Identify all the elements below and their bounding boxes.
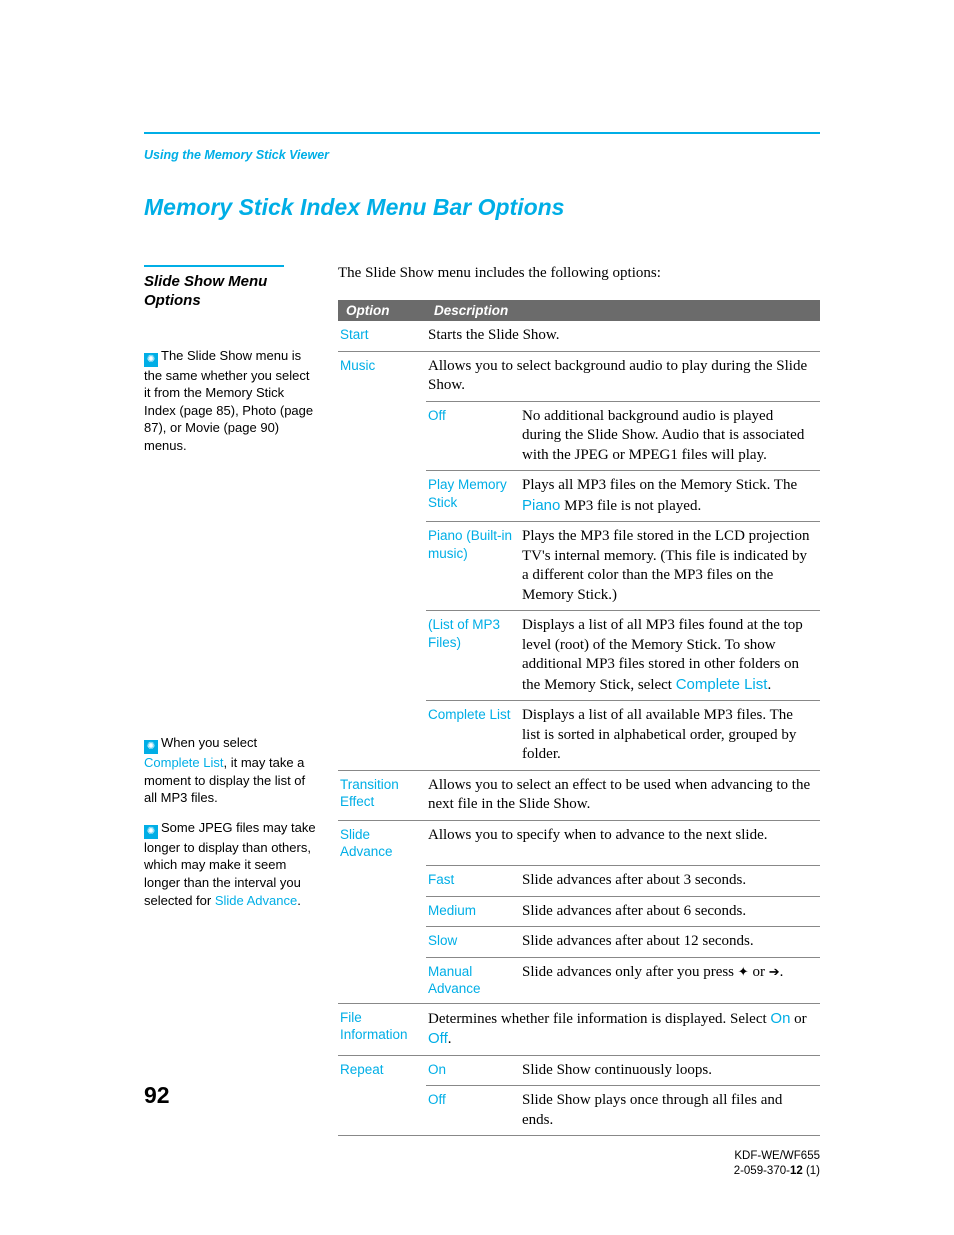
footer-line1: KDF-WE/WF655 — [734, 1149, 820, 1164]
cell-repeat-off-desc: Slide Show plays once through all files … — [520, 1086, 820, 1136]
row-slideadv-slow: Slow Slide advances after about 12 secon… — [338, 927, 820, 958]
note-3-link: Slide Advance — [215, 893, 297, 908]
cell-slideadv-manual-label: Manual Advance — [426, 957, 520, 1003]
cell-music-label: Music — [338, 351, 426, 401]
cell-music-pms-label: Play Memory Stick — [426, 471, 520, 522]
row-fileinfo: File Information Determines whether file… — [338, 1003, 820, 1055]
cell-transition-desc: Allows you to select an effect to be use… — [426, 770, 820, 820]
cell-start-label: Start — [338, 321, 426, 351]
cell-music-list-desc: Displays a list of all MP3 files found a… — [520, 611, 820, 701]
row-music-complete: Complete List Displays a list of all ava… — [338, 701, 820, 771]
main-content: The Slide Show menu includes the followi… — [338, 265, 820, 1136]
row-slideadv-medium: Medium Slide advances after about 6 seco… — [338, 896, 820, 927]
cell-repeat-on-label: On — [426, 1055, 520, 1086]
row-repeat-on: Repeat On Slide Show continuously loops. — [338, 1055, 820, 1086]
cell-music-piano-desc: Plays the MP3 file stored in the LCD pro… — [520, 522, 820, 611]
row-slideadv-manual: Manual Advance Slide advances only after… — [338, 957, 820, 1003]
breadcrumb: Using the Memory Stick Viewer — [144, 148, 820, 162]
footer-line2: 2-059-370-12 (1) — [734, 1164, 820, 1179]
cell-repeat-label: Repeat — [338, 1055, 426, 1086]
cell-music-desc: Allows you to select background audio to… — [426, 351, 820, 401]
cell-slideadv-slow-label: Slow — [426, 927, 520, 958]
cell-repeat-off-label: Off — [426, 1086, 520, 1136]
th-description: Description — [426, 300, 820, 321]
cell-slideadv-fast-label: Fast — [426, 866, 520, 897]
cell-music-list-label: (List of MP3 Files) — [426, 611, 520, 701]
th-option: Option — [338, 300, 426, 321]
arrow-left-icon: ✦ — [738, 964, 749, 979]
note-2-pre: When you select — [161, 735, 257, 750]
top-rule — [144, 132, 820, 134]
cell-repeat-on-desc: Slide Show continuously loops. — [520, 1055, 820, 1086]
row-music-piano: Piano (Built-in music) Plays the MP3 fil… — [338, 522, 820, 611]
cell-start-desc: Starts the Slide Show. — [426, 321, 820, 351]
tip-icon: ✺ — [144, 825, 158, 839]
cell-slideadv-fast-desc: Slide advances after about 3 seconds. — [520, 866, 820, 897]
intro-text: The Slide Show menu includes the followi… — [338, 265, 820, 282]
cell-music-pms-desc: Plays all MP3 files on the Memory Stick.… — [520, 471, 820, 522]
sidebar-heading: Slide Show Menu Options — [144, 273, 316, 311]
cell-music-off-label: Off — [426, 401, 520, 471]
page-number: 92 — [144, 1082, 170, 1109]
row-slideadv-fast: Fast Slide advances after about 3 second… — [338, 866, 820, 897]
row-slideadv: Slide Advance Allows you to specify when… — [338, 820, 820, 866]
sidebar-rule — [144, 265, 284, 267]
cell-slideadv-slow-desc: Slide advances after about 12 seconds. — [520, 927, 820, 958]
cell-transition-label: Transition Effect — [338, 770, 426, 820]
footer: KDF-WE/WF655 2-059-370-12 (1) — [734, 1149, 820, 1179]
row-transition: Transition Effect Allows you to select a… — [338, 770, 820, 820]
page-title: Memory Stick Index Menu Bar Options — [144, 194, 820, 221]
cell-slideadv-label: Slide Advance — [338, 820, 426, 866]
cell-fileinfo-label: File Information — [338, 1003, 426, 1055]
note-1: ✺The Slide Show menu is the same whether… — [144, 347, 316, 455]
row-music-off: Off No additional background audio is pl… — [338, 401, 820, 471]
cell-music-complete-label: Complete List — [426, 701, 520, 771]
note-3-post: . — [297, 893, 301, 908]
note-1-text: The Slide Show menu is the same whether … — [144, 348, 313, 453]
row-music-list: (List of MP3 Files) Displays a list of a… — [338, 611, 820, 701]
cell-music-off-desc: No additional background audio is played… — [520, 401, 820, 471]
cell-fileinfo-desc: Determines whether file information is d… — [426, 1003, 820, 1055]
cell-music-complete-desc: Displays a list of all available MP3 fil… — [520, 701, 820, 771]
cell-music-piano-label: Piano (Built-in music) — [426, 522, 520, 611]
tip-icon: ✺ — [144, 740, 158, 754]
row-music: Music Allows you to select background au… — [338, 351, 820, 401]
row-start: Start Starts the Slide Show. — [338, 321, 820, 351]
cell-slideadv-medium-label: Medium — [426, 896, 520, 927]
note-2-link: Complete List — [144, 755, 223, 770]
cell-slideadv-manual-desc: Slide advances only after you press ✦ or… — [520, 957, 820, 1003]
note-2: ✺When you select Complete List, it may t… — [144, 734, 316, 807]
sidebar: Slide Show Menu Options ✺The Slide Show … — [144, 265, 316, 1136]
tip-icon: ✺ — [144, 353, 158, 367]
arrow-right-icon: ➔ — [769, 964, 780, 979]
row-repeat-off: Off Slide Show plays once through all fi… — [338, 1086, 820, 1136]
row-music-pms: Play Memory Stick Plays all MP3 files on… — [338, 471, 820, 522]
cell-slideadv-medium-desc: Slide advances after about 6 seconds. — [520, 896, 820, 927]
options-table: Option Description Start Starts the Slid… — [338, 300, 820, 1136]
cell-slideadv-desc: Allows you to specify when to advance to… — [426, 820, 820, 866]
note-3: ✺Some JPEG files may take longer to disp… — [144, 819, 316, 909]
